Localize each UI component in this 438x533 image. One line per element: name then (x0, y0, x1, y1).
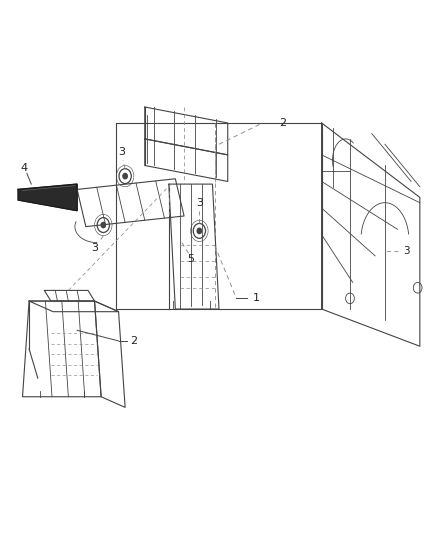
Circle shape (123, 173, 127, 179)
Text: 3: 3 (403, 246, 410, 255)
Polygon shape (18, 184, 77, 211)
Text: 4: 4 (20, 163, 28, 173)
Text: 3: 3 (119, 147, 126, 157)
Text: 1: 1 (253, 293, 260, 303)
Text: 3: 3 (91, 243, 98, 253)
Circle shape (197, 228, 201, 233)
Text: 3: 3 (196, 198, 203, 208)
Circle shape (101, 222, 106, 228)
Text: 2: 2 (279, 118, 286, 128)
Text: 5: 5 (187, 254, 194, 263)
Text: 2: 2 (130, 336, 138, 346)
